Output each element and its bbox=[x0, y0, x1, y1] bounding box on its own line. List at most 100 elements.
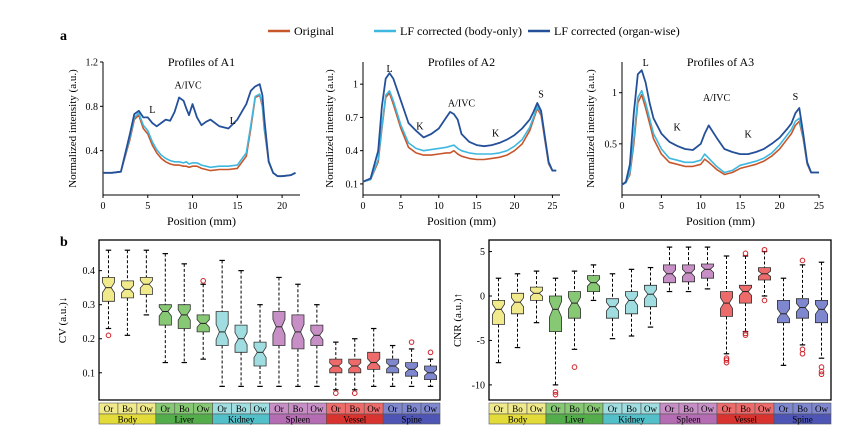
y-axis-label: CNR (a.u.)↑ bbox=[452, 293, 464, 347]
group-label: Liver bbox=[565, 415, 585, 425]
method-label: Ow bbox=[701, 404, 714, 414]
group-label: Spine bbox=[792, 415, 813, 425]
box-liver-bo bbox=[177, 263, 191, 364]
x-tick-label: 0 bbox=[101, 201, 106, 212]
series-line-2 bbox=[362, 72, 557, 183]
box-spleen-or bbox=[272, 276, 286, 387]
method-label: Ow bbox=[644, 404, 657, 414]
box-body-or bbox=[102, 249, 115, 339]
method-label: Or bbox=[217, 404, 227, 414]
box-body bbox=[549, 295, 562, 333]
panel-label-a: a bbox=[60, 29, 67, 44]
method-label: Bo bbox=[683, 404, 694, 414]
y-tick-label: 0.7 bbox=[346, 113, 359, 124]
method-label: Bo bbox=[512, 404, 523, 414]
method-label: Ow bbox=[758, 404, 771, 414]
x-tick-label: 20 bbox=[277, 201, 287, 212]
box-body bbox=[177, 304, 191, 329]
method-label: Bo bbox=[569, 404, 580, 414]
series-line-1 bbox=[362, 90, 557, 183]
y-tick-label: -10 bbox=[472, 380, 485, 391]
box-body-bo bbox=[510, 273, 524, 349]
box-body bbox=[777, 299, 790, 324]
box-body bbox=[158, 304, 172, 326]
group-label: Kidney bbox=[618, 415, 645, 425]
y-axis-label: Normalized intensity (a.u.) bbox=[585, 69, 597, 188]
x-axis-label: Position (mm) bbox=[427, 214, 496, 228]
outlier-point bbox=[761, 297, 768, 304]
box-kidney-bo bbox=[234, 270, 248, 387]
series-line-0 bbox=[621, 93, 819, 186]
box-body bbox=[644, 284, 657, 308]
x-tick-label: 10 bbox=[188, 201, 198, 212]
outlier-point bbox=[552, 389, 559, 395]
x-tick-label: 15 bbox=[735, 201, 745, 212]
method-label: Bo bbox=[406, 404, 417, 414]
method-label: Or bbox=[779, 404, 789, 414]
y-tick-label: 0.5 bbox=[605, 139, 618, 150]
y-tick-label: 5 bbox=[480, 247, 485, 258]
series-line-2 bbox=[621, 69, 819, 186]
outlier-point bbox=[818, 364, 825, 370]
box-spine-ow bbox=[815, 261, 828, 378]
annotation-label: L bbox=[386, 64, 392, 75]
box-body-bo bbox=[121, 249, 134, 336]
group-label: Spine bbox=[401, 415, 422, 425]
box-body bbox=[367, 351, 381, 370]
group-label: Body bbox=[118, 415, 138, 425]
plot-frame bbox=[488, 239, 832, 401]
box-body bbox=[796, 298, 809, 319]
legend: Original LF corrected (body-only) LF corre… bbox=[268, 24, 680, 38]
x-axis-label: Position (mm) bbox=[167, 214, 236, 228]
box-body bbox=[139, 276, 153, 295]
box-body-ow bbox=[530, 270, 543, 324]
x-tick-label: 25 bbox=[547, 201, 557, 212]
legend-label-0: Original bbox=[294, 24, 335, 38]
box-spleen-ow bbox=[310, 304, 324, 387]
group-label: Vessel bbox=[343, 415, 366, 425]
box-body bbox=[606, 298, 619, 319]
y-tick-label: 0.2 bbox=[83, 334, 96, 345]
y-tick-label: 1 bbox=[612, 88, 617, 99]
outlier-point bbox=[799, 346, 806, 353]
annotation-label: L bbox=[149, 105, 155, 116]
box-liver-ow bbox=[196, 278, 210, 360]
method-label: Bo bbox=[293, 404, 304, 414]
annotation-label: K bbox=[674, 123, 682, 134]
method-label: Bo bbox=[179, 404, 190, 414]
method-label: Bo bbox=[349, 404, 360, 414]
method-label: Ow bbox=[140, 404, 153, 414]
group-band bbox=[382, 413, 441, 425]
box-vessel-bo bbox=[739, 250, 752, 338]
box-spleen-ow bbox=[701, 246, 714, 290]
outlier-point bbox=[761, 246, 768, 253]
y-tick-label: 0.1 bbox=[346, 179, 359, 190]
outlier-point bbox=[333, 390, 339, 396]
outlier-point bbox=[742, 250, 749, 257]
box-spine-or bbox=[386, 344, 400, 387]
annotation-label: K bbox=[492, 128, 500, 139]
x-tick-label: 20 bbox=[510, 201, 520, 212]
x-tick-label: 10 bbox=[696, 201, 706, 212]
chart-title: Profiles of A2 bbox=[428, 55, 495, 69]
y-tick-label: -5 bbox=[477, 336, 485, 347]
group-label: Vessel bbox=[734, 415, 757, 425]
annotation-label: S bbox=[793, 92, 799, 103]
legend-label-1: LF corrected (body-only) bbox=[400, 24, 522, 38]
box-body bbox=[739, 284, 752, 304]
box-kidney-or bbox=[215, 259, 229, 387]
chart-title: Profiles of A3 bbox=[687, 55, 754, 69]
box-spine-bo bbox=[796, 257, 809, 357]
box-vessel-or bbox=[329, 341, 343, 396]
method-label: Bo bbox=[122, 404, 133, 414]
method-label: Ow bbox=[587, 404, 600, 414]
profile-chart-A1: 0.4 0.8 1.2 0 5 10 15 20 Profiles of A1 Position … bbox=[67, 55, 300, 228]
box-liver-or bbox=[158, 253, 172, 364]
x-axis-label: Position (mm) bbox=[686, 214, 755, 228]
box-kidney-ow bbox=[253, 304, 267, 387]
box-kidney-bo bbox=[625, 268, 638, 337]
method-label: Or bbox=[331, 404, 341, 414]
method-label: Or bbox=[551, 404, 561, 414]
